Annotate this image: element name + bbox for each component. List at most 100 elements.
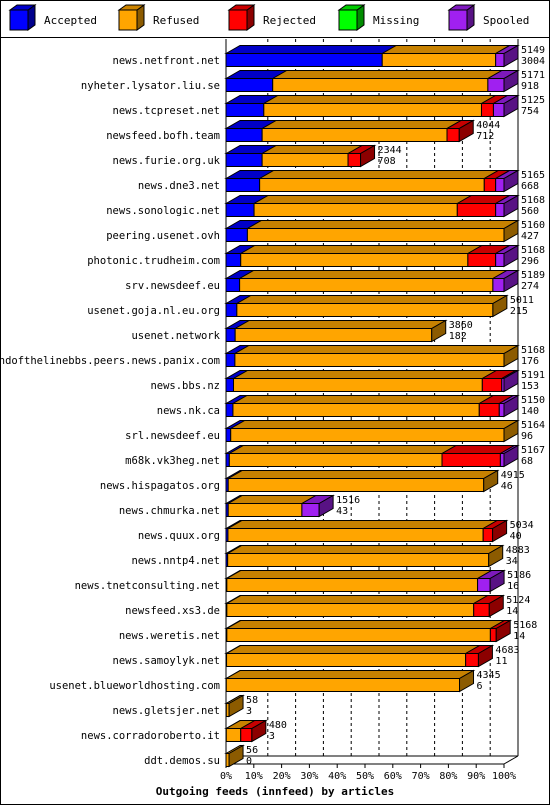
bar-segment-rejected <box>446 128 460 142</box>
x-axis-title: Outgoing feeds (innfeed) by articles <box>156 785 394 798</box>
legend-swatch <box>118 9 138 31</box>
bar-side <box>503 269 519 293</box>
bar-value-offered: 5149 <box>521 45 545 56</box>
x-tick-label: 70% <box>412 771 430 782</box>
legend-item-spooled: Spooled <box>447 4 529 31</box>
bar-segment-refused <box>240 253 469 267</box>
bar-value-accepted: 43 <box>336 506 348 517</box>
bar-segment-refused <box>227 553 490 567</box>
bar-top-refused <box>252 195 474 204</box>
bar-value-accepted: 153 <box>521 381 539 392</box>
x-tick-label: 60% <box>384 771 402 782</box>
bar-value-offered: 4683 <box>495 645 519 656</box>
bar-segment-refused <box>227 528 484 542</box>
row-label: peering.usenet.ovh <box>106 230 220 242</box>
legend-label: Refused <box>153 14 199 27</box>
bar-segment-rejected <box>347 153 362 167</box>
bar-value-accepted: 11 <box>495 656 507 667</box>
bar-top-refused <box>226 470 500 479</box>
bar-segment-accepted <box>225 153 263 167</box>
bar-segment-rejected <box>483 178 497 192</box>
row-label: news.tnetconsulting.net <box>75 580 220 592</box>
bar-top-refused <box>237 270 509 279</box>
bar-value-accepted: 6 <box>477 681 483 692</box>
x-tick-label: 0% <box>220 771 232 782</box>
bar-value-offered: 4044 <box>476 120 500 131</box>
row-label: news.nntp4.net <box>131 555 220 567</box>
bar-value-offered: 5165 <box>521 170 545 181</box>
bar-value-offered: 58 <box>246 695 258 706</box>
bar-top-refused <box>233 345 520 354</box>
bar-value-accepted: 14 <box>506 606 518 617</box>
bar-side <box>488 544 504 568</box>
row-label: m68k.vk3heg.net <box>125 455 220 467</box>
bar-top-refused <box>225 545 505 554</box>
x-tick-label: 10% <box>245 771 263 782</box>
bar-top-refused <box>260 145 364 154</box>
bar-segment-rejected <box>465 653 479 667</box>
row-label: news.hispagatos.org <box>100 480 220 492</box>
bar-side <box>503 244 519 268</box>
bar-value-offered: 5168 <box>521 245 545 256</box>
bar-value-accepted: 14 <box>513 631 525 642</box>
bar-segment-refused <box>263 103 482 117</box>
row-label: newsfeed.xs3.de <box>125 605 220 617</box>
bar-segment-accepted <box>225 378 235 392</box>
legend-label: Missing <box>373 14 419 27</box>
x-tick-label: 30% <box>300 771 318 782</box>
legend-item-refused: Refused <box>117 4 199 31</box>
legend-label: Spooled <box>483 14 529 27</box>
bar-value-accepted: 0 <box>246 756 252 767</box>
bar-value-offered: 5167 <box>521 445 545 456</box>
bar-segment-refused <box>226 653 467 667</box>
bar-value-offered: 5034 <box>510 520 534 531</box>
row-label: news.corradoroberto.it <box>81 730 220 742</box>
bar-side <box>503 444 519 468</box>
bar-segment-spooled <box>495 53 505 67</box>
legend-swatch <box>338 9 358 31</box>
bar-segment-refused <box>246 228 505 242</box>
bar-segment-refused <box>226 603 475 617</box>
row-label: news.netfront.net <box>113 55 220 67</box>
bar-segment-refused <box>226 628 491 642</box>
bar-segment-refused <box>228 453 443 467</box>
bar-value-offered: 1516 <box>336 495 360 506</box>
row-label: news.tcpreset.net <box>113 105 220 117</box>
bar-segment-rejected <box>240 728 253 742</box>
bar-value-accepted: 40 <box>510 531 522 542</box>
bar-value-accepted: 68 <box>521 456 533 467</box>
legend-item-rejected: Rejected <box>227 4 316 31</box>
bar-segment-accepted <box>225 453 230 467</box>
bar-value-accepted: 918 <box>521 81 539 92</box>
x-tick-label: 100% <box>492 771 516 782</box>
bar-value-accepted: 176 <box>521 356 539 367</box>
row-label: news.samoylyk.net <box>113 655 220 667</box>
bar-value-offered: 5150 <box>521 395 545 406</box>
bar-value-accepted: 712 <box>476 131 494 142</box>
row-label: usenet.goja.nl.eu.org <box>87 305 220 317</box>
bar-side <box>228 694 244 718</box>
row-label: news.weretis.net <box>119 630 220 642</box>
bar-top-refused <box>260 120 463 129</box>
bar-segment-refused <box>225 728 242 742</box>
bar-side <box>483 469 499 493</box>
bar-segment-refused <box>261 153 349 167</box>
bar-top-refused <box>380 45 512 54</box>
bar-segment-accepted <box>225 253 242 267</box>
bar-side <box>458 119 474 143</box>
bar-top-refused <box>224 595 490 604</box>
bar-side <box>477 644 493 668</box>
bar-segment-spooled <box>477 578 491 592</box>
bar-segment-accepted <box>225 178 261 192</box>
bar-top-refused <box>228 420 520 429</box>
row-label: news.chmurka.net <box>119 505 220 517</box>
bar-value-accepted: 708 <box>378 156 396 167</box>
bar-value-accepted: 668 <box>521 181 539 192</box>
